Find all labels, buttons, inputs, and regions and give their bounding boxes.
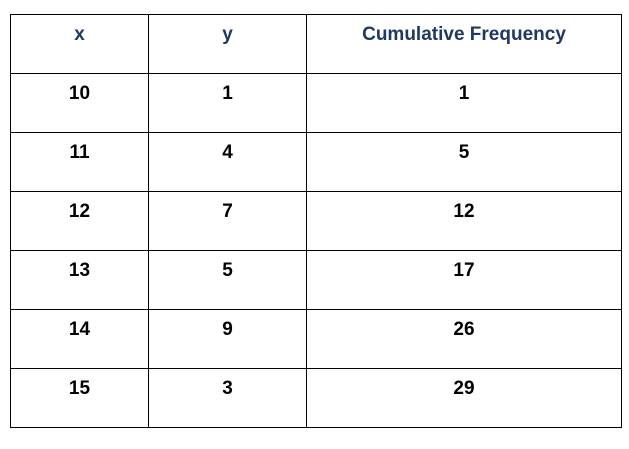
table-row: 11 4 5 [10, 132, 622, 192]
cell-y: 9 [148, 309, 307, 369]
cell-x: 14 [10, 309, 149, 369]
frequency-table: x y Cumulative Frequency 10 1 1 11 4 5 1… [10, 14, 622, 428]
header-cumulative-frequency-label: Cumulative Frequency [362, 24, 566, 45]
cell-y-value: 4 [222, 142, 233, 163]
cell-y-value: 1 [222, 83, 233, 104]
table-header-row: x y Cumulative Frequency [10, 14, 622, 74]
cell-x: 15 [10, 368, 149, 428]
cell-cumulative-frequency: 26 [306, 309, 622, 369]
cell-x-value: 15 [68, 378, 91, 399]
cell-cumulative-frequency: 17 [306, 250, 622, 310]
cell-y-value: 3 [222, 378, 233, 399]
cell-x: 13 [10, 250, 149, 310]
header-x: x [10, 14, 149, 74]
cell-x-value: 11 [69, 142, 90, 163]
cell-x-value: 13 [68, 260, 91, 281]
cell-cumulative-frequency: 1 [306, 73, 622, 133]
cell-y-value: 9 [222, 319, 233, 340]
cell-x: 10 [10, 73, 149, 133]
cell-cumulative-frequency: 12 [306, 191, 622, 251]
table-row: 15 3 29 [10, 368, 622, 428]
cell-cumulative-frequency: 5 [306, 132, 622, 192]
cell-cumulative-frequency-value: 1 [458, 83, 470, 104]
cell-y-value: 7 [222, 201, 233, 222]
cell-y: 3 [148, 368, 307, 428]
cell-cumulative-frequency-value: 17 [453, 260, 475, 281]
cell-x: 12 [10, 191, 149, 251]
cell-cumulative-frequency-value: 29 [453, 378, 475, 399]
table-row: 14 9 26 [10, 309, 622, 369]
cell-x: 11 [10, 132, 149, 192]
cell-cumulative-frequency-value: 5 [458, 142, 470, 163]
cell-cumulative-frequency-value: 26 [453, 319, 475, 340]
table-row: 13 5 17 [10, 250, 622, 310]
table-row: 10 1 1 [10, 73, 622, 133]
cell-y: 1 [148, 73, 307, 133]
cell-y: 7 [148, 191, 307, 251]
cell-cumulative-frequency-value: 12 [453, 201, 475, 222]
cell-x-value: 14 [68, 319, 91, 340]
cell-x-value: 12 [68, 201, 91, 222]
cell-y: 4 [148, 132, 307, 192]
header-x-label: x [74, 24, 85, 45]
cell-cumulative-frequency: 29 [306, 368, 622, 428]
cell-y: 5 [148, 250, 307, 310]
cell-y-value: 5 [222, 260, 233, 281]
header-cumulative-frequency: Cumulative Frequency [306, 14, 622, 74]
header-y-label: y [222, 24, 233, 45]
header-y: y [148, 14, 307, 74]
cell-x-value: 10 [68, 83, 91, 104]
table-row: 12 7 12 [10, 191, 622, 251]
